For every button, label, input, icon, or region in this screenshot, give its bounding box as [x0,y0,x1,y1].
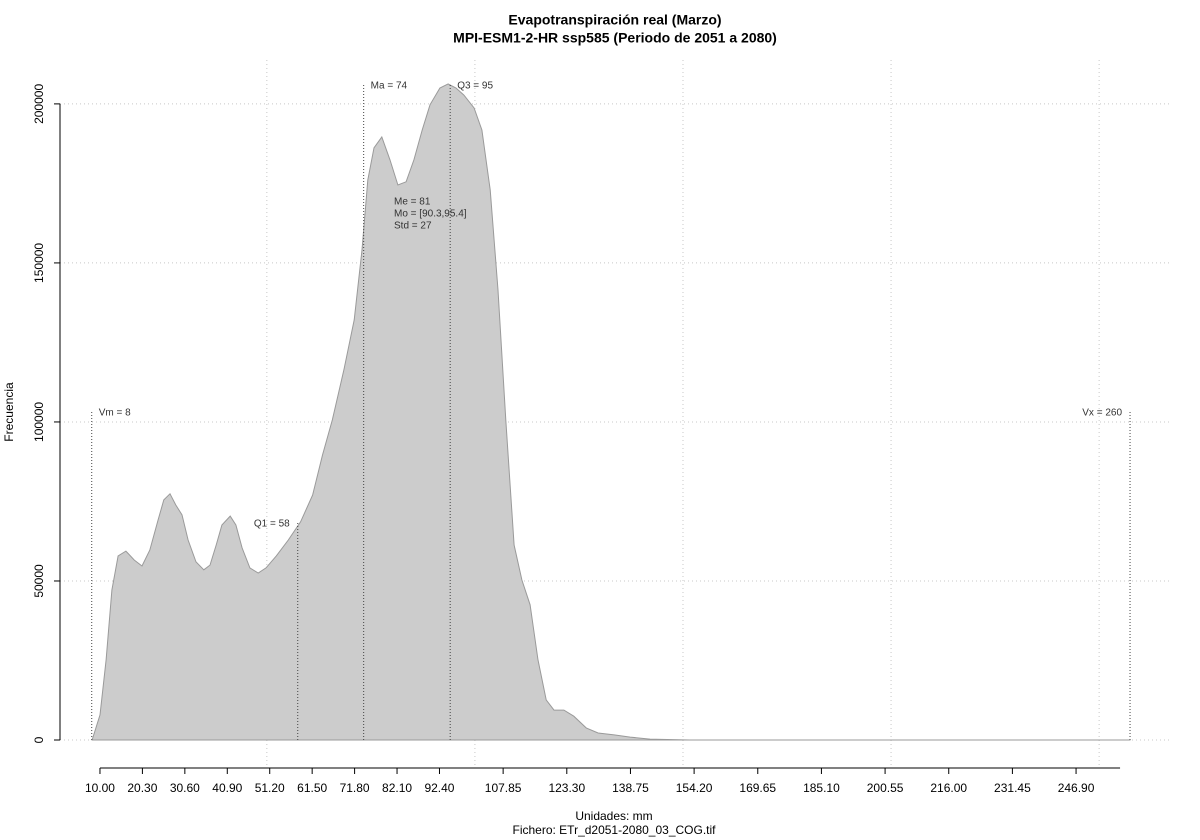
x-tick-label: 10.00 [85,781,115,795]
annotation-label: Vm = 8 [99,408,131,419]
x-tick-label: 216.00 [930,781,967,795]
x-tick-label: 92.40 [424,781,454,795]
x-tick-label: 107.85 [485,781,522,795]
x-tick-label: 82.10 [382,781,412,795]
x-axis-label: Unidades: mm [575,809,652,823]
chart-subtitle: MPI-ESM1-2-HR ssp585 (Periodo de 2051 a … [453,30,777,46]
stat-label: Mo = [90.3,95.4] [394,209,467,220]
annotation-label: Q1 = 58 [254,519,290,530]
y-tick-label: 200000 [32,84,46,124]
stat-label: Me = 81 [394,197,431,208]
x-tick-label: 71.80 [340,781,370,795]
y-tick-label: 0 [32,736,46,743]
y-tick-label: 50000 [32,564,46,598]
stat-label: Std = 27 [394,221,432,232]
footer: Fichero: ETr_d2051-2080_03_COG.tif [513,823,717,837]
y-tick-label: 100000 [32,402,46,442]
y-tick-label: 150000 [32,243,46,283]
x-tick-label: 231.45 [994,781,1031,795]
x-tick-label: 30.60 [170,781,200,795]
x-tick-label: 169.65 [739,781,776,795]
y-axis-label: Frecuencia [2,382,16,442]
x-tick-label: 185.10 [803,781,840,795]
annotation-label: Q3 = 95 [457,81,493,92]
x-tick-label: 51.20 [255,781,285,795]
x-tick-label: 200.55 [867,781,904,795]
annotation-label: Vx = 260 [1082,408,1122,419]
x-tick-label: 138.75 [612,781,649,795]
x-tick-label: 40.90 [212,781,242,795]
x-tick-label: 20.30 [127,781,157,795]
x-tick-label: 123.30 [548,781,585,795]
annotation-label: Ma = 74 [371,81,408,92]
x-tick-label: 61.50 [297,781,327,795]
x-tick-label: 154.20 [676,781,713,795]
chart-title: Evapotranspiración real (Marzo) [508,12,721,28]
density-area [91,83,1131,741]
x-tick-label: 246.90 [1058,781,1095,795]
